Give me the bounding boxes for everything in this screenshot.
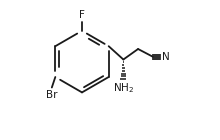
Text: Br: Br: [46, 90, 58, 100]
Text: F: F: [79, 10, 85, 20]
Text: NH$_2$: NH$_2$: [113, 81, 134, 95]
Text: N: N: [162, 52, 170, 62]
